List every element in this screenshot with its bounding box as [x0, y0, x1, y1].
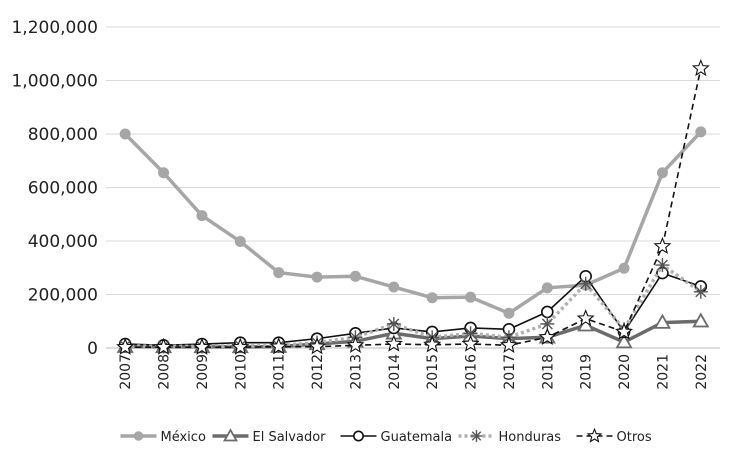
legend-marker — [133, 431, 144, 441]
data-point — [465, 291, 477, 303]
data-point — [578, 276, 593, 291]
data-point — [461, 334, 480, 352]
x-tick-label: 2015 — [425, 354, 441, 390]
data-point — [426, 292, 438, 304]
x-tick-label: 2018 — [540, 354, 556, 390]
legend-label: Guatemala — [381, 430, 453, 445]
data-point — [349, 270, 361, 282]
x-tick-label: 2013 — [348, 354, 364, 390]
data-point — [692, 312, 710, 328]
data-point — [388, 281, 400, 293]
y-tick-label: 1,000,000 — [11, 72, 98, 92]
data-point — [196, 210, 208, 222]
data-point — [693, 284, 708, 299]
y-tick-label: 800,000 — [28, 125, 98, 145]
data-point — [541, 282, 553, 294]
data-point — [653, 313, 671, 329]
y-tick-label: 200,000 — [28, 286, 98, 306]
data-point — [615, 322, 634, 340]
data-point — [691, 58, 710, 77]
series-line — [125, 272, 702, 347]
x-tick-label: 2022 — [694, 354, 710, 390]
data-point — [655, 258, 670, 273]
data-point — [656, 167, 668, 179]
legend-item: El Salvador — [212, 428, 327, 445]
legend-item: Honduras — [458, 430, 562, 445]
data-point — [538, 327, 557, 345]
x-tick-label: 2021 — [655, 354, 671, 390]
data-point — [273, 267, 285, 279]
data-point — [576, 309, 595, 327]
legend-marker — [353, 430, 364, 442]
x-tick-label: 2009 — [195, 354, 211, 390]
y-axis: 0 200,000 400,000 600,000 800,000 1,000,000 1,… — [11, 18, 98, 359]
data-point — [231, 337, 250, 355]
data-point — [541, 305, 554, 319]
series-line — [125, 263, 702, 349]
data-point — [192, 337, 211, 355]
data-point — [384, 334, 403, 352]
data-point — [269, 337, 288, 355]
x-tick-label: 2012 — [310, 354, 326, 390]
data-point — [695, 126, 707, 138]
x-tick-label: 2008 — [157, 354, 173, 390]
y-tick-label: 400,000 — [28, 232, 98, 252]
data-point — [116, 337, 135, 355]
series-line — [123, 130, 703, 315]
x-tick-label: 2007 — [118, 354, 134, 390]
data-point — [618, 262, 630, 274]
data-point — [119, 128, 131, 140]
y-tick-label: 600,000 — [28, 179, 98, 199]
y-tick-label: 0 — [87, 339, 98, 359]
data-point — [234, 236, 246, 248]
legend: México El Salvador Guatemala Honduras Otros — [120, 427, 652, 445]
x-tick-label: 2020 — [617, 354, 633, 390]
x-tick-label: 2010 — [233, 354, 249, 390]
data-point — [308, 337, 327, 355]
data-point — [154, 337, 173, 355]
legend-label: Honduras — [499, 430, 562, 445]
legend-label: Otros — [617, 430, 652, 445]
data-point — [423, 335, 442, 353]
series-line — [125, 68, 702, 349]
y-tick-label: 1,200,000 — [11, 18, 98, 38]
legend-marker — [586, 427, 603, 443]
data-point — [503, 307, 515, 319]
legend-label: El Salvador — [253, 430, 327, 445]
legend-item: México — [120, 430, 206, 445]
x-axis: 2007 2008 2009 2010 2011 2012 2013 2014 2015 2016… — [118, 354, 710, 390]
legend-marker — [222, 428, 239, 442]
data-point — [311, 271, 323, 283]
legend-marker — [470, 430, 483, 442]
legend-item: Otros — [576, 427, 652, 445]
data-point — [158, 167, 170, 179]
data-point — [653, 236, 672, 255]
legend-label: México — [161, 430, 206, 445]
legend-item: Guatemala — [340, 430, 453, 445]
x-tick-label: 2011 — [272, 354, 288, 390]
series-otros — [116, 58, 710, 355]
x-tick-label: 2014 — [387, 354, 403, 390]
x-tick-label: 2019 — [579, 354, 595, 390]
x-tick-label: 2017 — [502, 354, 518, 390]
grid-lines — [106, 26, 720, 349]
series-mexico — [119, 126, 707, 319]
data-point — [386, 316, 401, 331]
x-tick-label: 2016 — [464, 354, 480, 390]
data-point — [499, 335, 518, 354]
data-point — [346, 335, 365, 354]
data-point — [615, 333, 633, 349]
series-group — [116, 58, 710, 355]
